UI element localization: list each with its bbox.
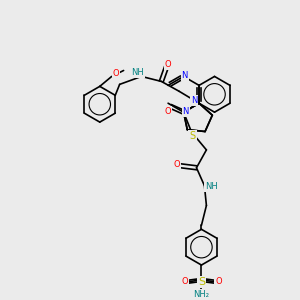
Text: N: N: [191, 96, 197, 105]
Text: O: O: [112, 69, 119, 78]
Text: N: N: [182, 71, 188, 80]
Text: N: N: [182, 107, 189, 116]
Text: O: O: [181, 278, 188, 286]
Text: O: O: [215, 278, 222, 286]
Text: S: S: [189, 131, 196, 141]
Text: O: O: [165, 60, 172, 69]
Text: NH: NH: [131, 68, 144, 77]
Text: NH₂: NH₂: [194, 290, 209, 299]
Text: S: S: [198, 277, 205, 287]
Text: NH: NH: [205, 182, 218, 191]
Text: O: O: [165, 107, 171, 116]
Text: O: O: [173, 160, 180, 169]
